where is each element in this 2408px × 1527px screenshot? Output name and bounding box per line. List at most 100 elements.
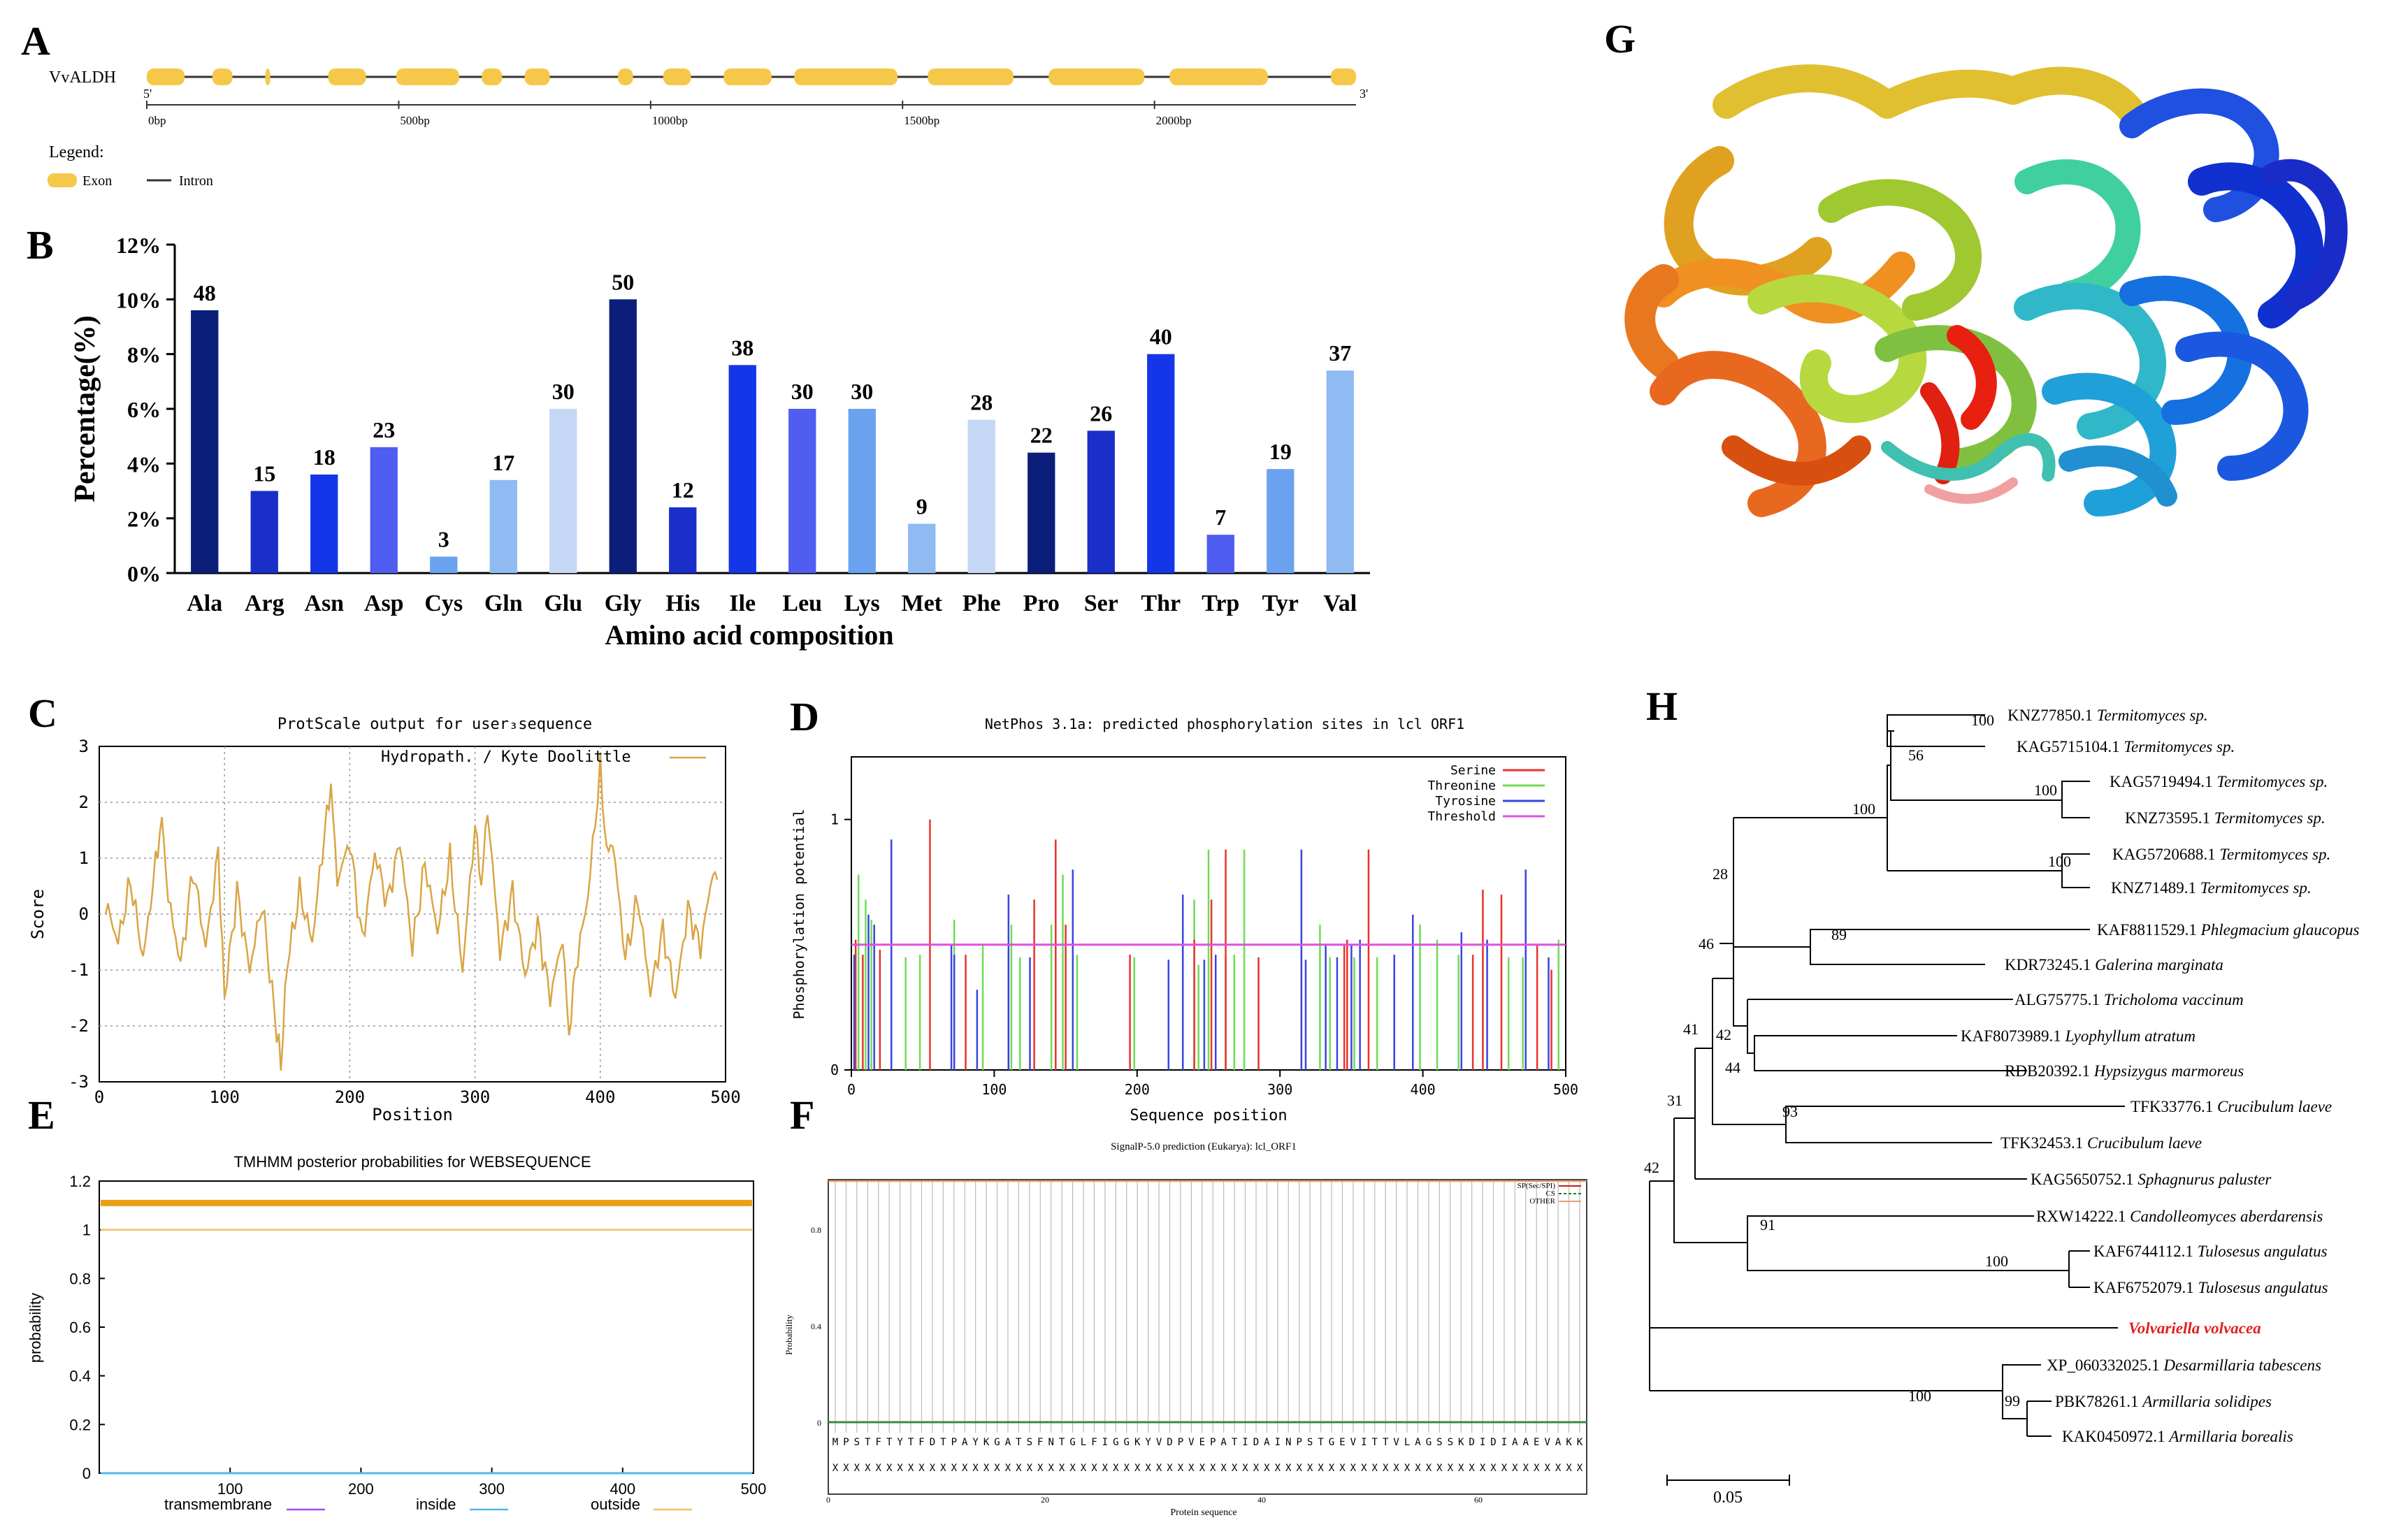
h-bootstrap-value: 89 [1831,926,1847,943]
f-annotation-mark: X [908,1463,914,1474]
e-y-axis-title: probability [27,1293,44,1363]
e-ytick-label: 1.2 [69,1173,91,1190]
e-legend: transmembrane inside outside [164,1496,692,1513]
f-annotation-mark: X [1501,1463,1508,1474]
h-taxon-label: PBK78261.1 Armillaria solidipes [2055,1393,2272,1410]
f-annotation-mark: X [1005,1463,1011,1474]
f-residue: Y [897,1437,903,1448]
e-xtick-label: 200 [348,1480,374,1498]
h-taxon-species: Armillaria solidipes [2141,1393,2272,1410]
f-annotation-mark: X [1372,1463,1378,1474]
b-data-label: 28 [970,390,993,415]
f-annotation-mark: X [1523,1463,1529,1474]
e-axis-group: 100 200 300 400 500 0 0.2 0.4 0.6 0.8 1 1.2 [69,1173,766,1498]
panel-letter-c: C [28,690,57,736]
f-residue: T [940,1437,946,1448]
f-residue: A [1415,1437,1421,1448]
c-ytick-label: 3 [79,737,89,756]
f-residue: N [1048,1437,1053,1448]
f-annotation-mark: X [1393,1463,1399,1474]
f-residue: S [1448,1437,1453,1448]
g-red-loop [1947,325,1997,430]
b-bar-pro [1028,452,1055,573]
c-xtick-label: 300 [460,1087,490,1107]
h-taxon-species: Tulosesus angulatus [2198,1279,2328,1296]
b-ytick-group: 0% 2% 4% 6% 8% 10% 12% [116,233,175,586]
b-category-label: Val [1323,591,1357,616]
bp-tick-label: 0bp [148,114,166,127]
f-ytick-label: 0.8 [811,1225,821,1235]
f-annotation-mark: X [1124,1463,1130,1474]
b-category-label: Met [901,591,942,616]
f-annotation-mark: X [832,1463,839,1474]
f-residue: I [1480,1437,1485,1448]
f-residue: E [1534,1437,1539,1448]
f-annotation-mark: X [886,1463,893,1474]
h-taxon-label: KNZ71489.1 Termitomyces sp. [2111,879,2312,897]
d-y-axis-title: Phosphorylation potential [791,809,807,1019]
f-residue: F [1091,1437,1097,1448]
b-bar-trp [1206,535,1234,573]
h-taxon-accession: PBK78261.1 [2055,1393,2142,1410]
c-xtick-label: 100 [210,1087,240,1107]
b-category-label: Tyr [1262,591,1299,616]
f-residue: K [1134,1437,1141,1448]
d-title: NetPhos 3.1a: predicted phosphorylation … [985,716,1464,732]
e-ytick-label: 0.4 [69,1368,91,1385]
b-ytick-label: 4% [127,451,161,477]
b-bar-tyr [1267,469,1295,573]
b-category-label: His [665,591,700,616]
c-ytick-label: 2 [79,793,89,812]
f-annotation-mark: X [972,1463,979,1474]
f-annotation-mark: X [1544,1463,1550,1474]
e-xtick-label: 100 [217,1480,243,1498]
h-taxon-accession: KAG5650752.1 [2031,1171,2137,1188]
f-legend: SP(Sec/SPI) CS OTHER [1517,1182,1581,1206]
h-taxon-species: Armillaria borealis [2168,1428,2293,1445]
d-legend-tyrosine: Tyrosine [1435,794,1496,809]
b-category-label: Gln [484,591,523,616]
b-category-label: Ile [729,591,756,616]
c-xtick-label: 400 [585,1087,615,1107]
legend-exon-swatch [48,173,77,187]
g-blue-strand-edge [2261,159,2348,312]
f-annotation-mark: X [1220,1463,1227,1474]
c-x-axis-title: Position [372,1105,453,1124]
e-ytick-label: 0.6 [69,1319,91,1336]
c-ytick-label: -3 [69,1072,89,1092]
b-bar-met [908,523,936,573]
f-residue: Y [1145,1437,1151,1448]
h-bootstrap-value: 100 [1985,1252,2008,1270]
f-residue: T [1318,1437,1324,1448]
f-annotation-mark: X [1469,1463,1475,1474]
b-data-label: 12 [672,477,694,502]
f-residue: P [843,1437,849,1448]
h-taxon-species: Tulosesus angulatus [2198,1243,2328,1260]
c-xtick-label: 500 [710,1087,740,1107]
f-residue: V [1350,1437,1357,1448]
exon-3 [265,68,271,85]
f-residue: T [1059,1437,1065,1448]
h-bootstrap-value: 100 [1852,800,1875,818]
h-taxon-accession: KNZ73595.1 [2125,809,2214,827]
g-strand-red-orange [1722,435,1871,486]
panel-e-tmhmm-plot: TMHMM posterior probabilities for WEBSEQ… [27,1153,766,1513]
panel-a-gene-structure: VvALDH 5' 3' 0bp 500bp 1000bp 1500bp 2000bp … [48,68,1368,189]
f-residue: S [1436,1437,1442,1448]
b-bar-thr [1147,354,1175,573]
f-title: SignalP-5.0 prediction (Eukarya): lcl_OR… [1111,1141,1297,1152]
f-annotation-mark: X [1069,1463,1076,1474]
b-data-label: 30 [791,379,814,404]
g-strand-orange-left [1624,264,1679,379]
d-xtick-label: 300 [1267,1081,1292,1098]
f-residue: F [918,1437,924,1448]
g-red-coil [1920,382,1960,484]
f-annotation-mark: X [843,1463,849,1474]
f-residue: K [1566,1437,1572,1448]
five-prime-label: 5' [143,87,152,101]
f-residue: D [1253,1437,1259,1448]
f-residue: T [908,1437,914,1448]
legend-intron-label: Intron [179,173,213,189]
f-residue: F [876,1437,881,1448]
g-helix-bottom [2059,445,2177,507]
